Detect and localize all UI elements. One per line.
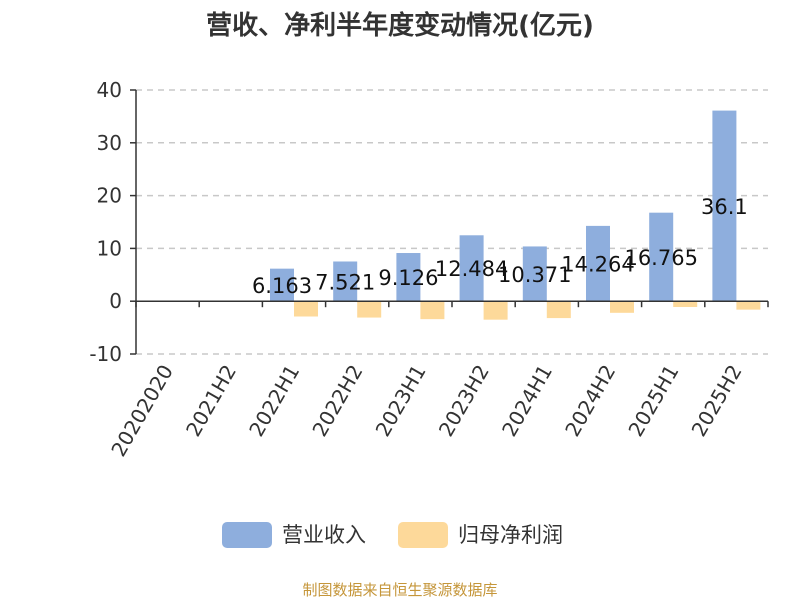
bar-revenue [396, 253, 421, 302]
bar-net-profit [736, 301, 761, 310]
bar-net-profit [546, 301, 571, 319]
y-tick-label: 20 [97, 184, 122, 208]
bar-revenue [459, 235, 484, 302]
y-tick-label: 10 [97, 236, 122, 260]
bar-net-profit [610, 301, 634, 313]
y-tick-label: -10 [89, 342, 122, 366]
bar-revenue [522, 246, 547, 302]
legend[interactable]: 营业收入 归母净利润 [222, 522, 563, 548]
bar-revenue [333, 261, 358, 302]
bar-net-profit [420, 301, 445, 320]
x-tick-label: 2025H1 [623, 361, 683, 441]
y-tick-label: 40 [97, 78, 122, 102]
x-tick-label: 2024H1 [497, 361, 557, 441]
data-label-revenue: 14.264 [561, 253, 634, 277]
legend-label-revenue: 营业收入 [282, 523, 366, 547]
y-axis: -10 0 10 20 30 40 [89, 78, 137, 366]
bar-net-profit [357, 301, 382, 318]
x-axis: 20202020 2021H2 2022H1 2022H2 2023H1 2023H2 20… [106, 300, 769, 461]
data-label-revenue: 9.126 [378, 266, 438, 290]
bars [270, 110, 761, 320]
bar-net-profit [294, 301, 318, 317]
legend-swatch-revenue [222, 522, 272, 548]
data-label-revenue: 6.163 [252, 274, 312, 298]
chart-title: 营收、净利半年度变动情况(亿元) [206, 10, 594, 41]
x-tick-label: 2023H2 [434, 360, 494, 440]
legend-swatch-net-profit [398, 522, 448, 548]
y-tick-label: 0 [109, 289, 122, 313]
y-tick-label: 30 [97, 131, 122, 155]
bar-net-profit [673, 301, 698, 308]
x-tick-label: 2025H2 [687, 361, 747, 441]
legend-label-net-profit: 归母净利润 [458, 523, 563, 547]
bar-revenue [712, 110, 737, 302]
bar-revenue [586, 225, 610, 302]
x-tick-label: 20202020 [106, 361, 178, 461]
x-tick-label: 2021H2 [181, 361, 241, 441]
footer-source: 制图数据来自恒生聚源数据库 [302, 581, 497, 599]
x-tick-label: 2023H1 [371, 361, 431, 441]
bar-net-profit [483, 301, 508, 320]
bar-revenue [649, 212, 674, 302]
x-tick-label: 2024H2 [560, 361, 620, 441]
data-label-revenue: 7.521 [315, 270, 375, 294]
data-label-revenue: 36.1 [701, 195, 748, 219]
bar-revenue [270, 268, 294, 302]
data-label-revenue: 12.484 [435, 257, 508, 281]
x-tick-label: 2022H2 [307, 361, 367, 441]
data-label-revenue: 16.765 [624, 246, 697, 270]
data-label-revenue: 10.371 [498, 263, 571, 287]
x-tick-label: 2022H1 [244, 361, 304, 441]
